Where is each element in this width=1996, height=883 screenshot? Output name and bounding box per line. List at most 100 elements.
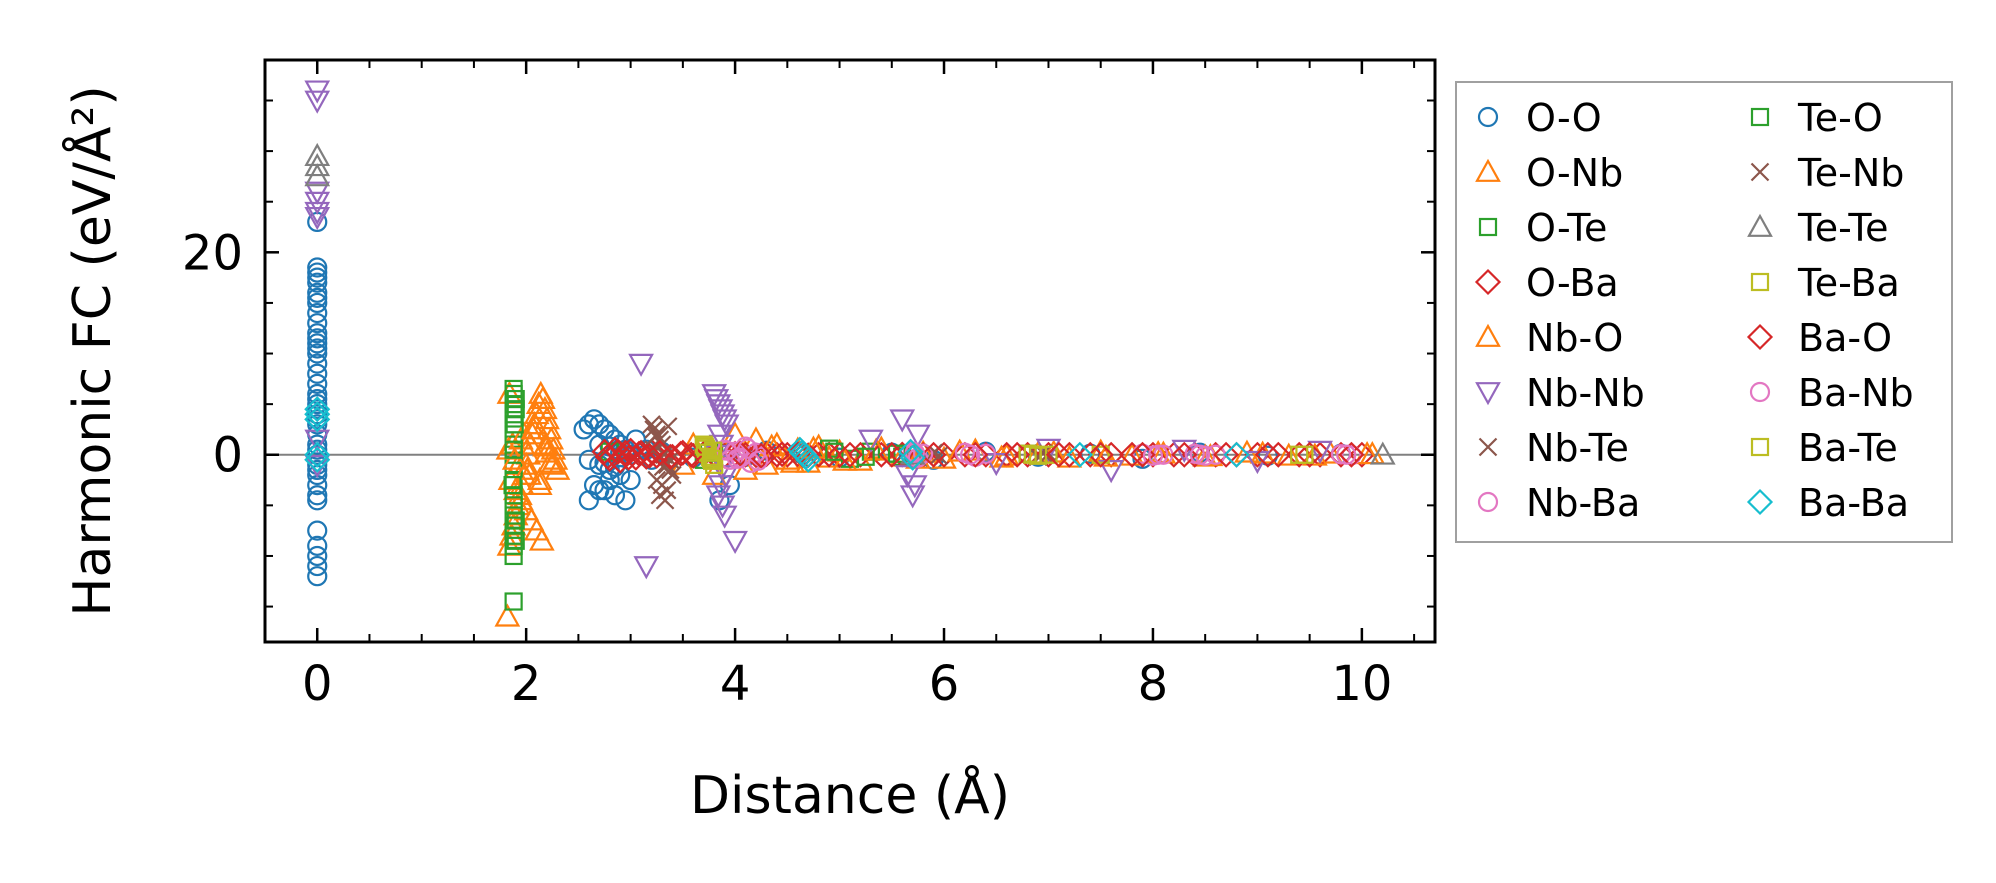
axis-ticks: 0 2 4 6 8 10 0 20 — [182, 60, 1435, 712]
data-point — [678, 441, 705, 468]
data-point — [795, 446, 822, 473]
data-point — [610, 464, 631, 486]
data-point — [722, 530, 748, 555]
data-point — [304, 406, 331, 433]
data-point — [727, 448, 748, 469]
data-point — [533, 431, 559, 455]
data-point — [625, 429, 646, 450]
data-point — [526, 466, 553, 490]
series-nb-nb — [304, 80, 1333, 580]
data-point — [905, 424, 931, 448]
data-point — [504, 440, 523, 459]
data-point — [304, 201, 331, 226]
data-point — [658, 417, 678, 436]
data-point — [304, 401, 331, 428]
data-point — [307, 363, 328, 384]
legend-label: Te-Nb — [1797, 151, 1904, 195]
data-point — [589, 480, 610, 501]
data-point — [591, 438, 618, 465]
data-point — [578, 490, 599, 511]
data-point — [625, 440, 653, 467]
data-point — [1077, 441, 1104, 468]
legend-label: Nb-Ba — [1526, 481, 1640, 525]
series-ba-te — [695, 437, 1314, 468]
data-point — [897, 438, 924, 465]
data-point — [307, 459, 328, 481]
data-point — [615, 444, 642, 471]
data-point — [504, 536, 523, 555]
legend-label: Ba-O — [1798, 316, 1892, 360]
data-point — [615, 490, 636, 511]
data-point — [506, 531, 525, 550]
data-point — [514, 456, 541, 480]
data-point — [1045, 441, 1072, 468]
data-point — [901, 475, 928, 499]
data-point — [307, 323, 328, 344]
legend-label: O-Te — [1526, 206, 1607, 250]
data-point — [951, 441, 978, 468]
data-point — [526, 471, 553, 496]
legend-marker — [1747, 213, 1773, 237]
data-point — [307, 404, 328, 425]
series-ba-nb — [716, 438, 1357, 471]
x-tick-label: 6 — [929, 656, 960, 712]
data-point — [1087, 441, 1114, 468]
legend-marker — [1474, 268, 1502, 296]
y-axis-label: Harmonic FC (eV/Å²) — [61, 85, 123, 616]
legend-marker — [1750, 162, 1770, 182]
data-point — [521, 411, 548, 435]
data-point — [307, 313, 328, 334]
legend-label: Ba-Te — [1798, 426, 1898, 470]
data-point — [307, 282, 328, 303]
data-point — [1265, 441, 1292, 468]
data-point — [307, 485, 328, 506]
legend-marker — [1750, 272, 1770, 292]
data-point — [307, 302, 328, 324]
data-point — [307, 267, 328, 288]
data-point — [1213, 441, 1240, 468]
data-point — [962, 441, 989, 468]
data-point — [307, 399, 328, 420]
data-point — [594, 443, 621, 470]
data-point — [307, 292, 328, 314]
data-point — [667, 440, 694, 467]
data-point — [899, 444, 926, 471]
data-point — [899, 441, 926, 465]
data-point — [856, 447, 875, 466]
data-point — [1098, 460, 1125, 484]
legend-box — [1455, 81, 1953, 543]
data-point — [520, 416, 547, 440]
plot-frame — [263, 58, 1437, 644]
data-point — [307, 566, 328, 587]
data-point — [304, 441, 331, 468]
data-point — [704, 441, 723, 460]
data-point — [307, 444, 328, 465]
data-point — [889, 409, 916, 433]
legend-marker — [1746, 323, 1774, 351]
legend-marker — [1750, 437, 1770, 457]
legend-marker — [1477, 106, 1499, 128]
data-point — [307, 257, 328, 278]
data-point — [307, 545, 328, 567]
data-point — [307, 520, 328, 541]
data-point — [307, 328, 328, 349]
data-point — [847, 441, 874, 468]
data-point — [307, 535, 328, 556]
y-tick-label: 0 — [212, 428, 243, 484]
data-point — [705, 455, 724, 474]
data-point — [1066, 441, 1093, 468]
data-point — [711, 505, 738, 529]
data-point — [528, 527, 555, 551]
x-axis-label: Distance (Å) — [690, 764, 1010, 826]
legend-label: O-O — [1526, 96, 1602, 140]
data-point — [983, 452, 1010, 477]
data-point — [307, 333, 328, 354]
data-point — [1189, 444, 1211, 465]
data-point — [539, 451, 566, 475]
data-point — [920, 441, 947, 468]
data-point — [307, 414, 328, 435]
data-point — [1336, 444, 1357, 465]
data-point — [307, 490, 328, 511]
data-point — [307, 409, 328, 430]
data-point — [1171, 439, 1198, 463]
